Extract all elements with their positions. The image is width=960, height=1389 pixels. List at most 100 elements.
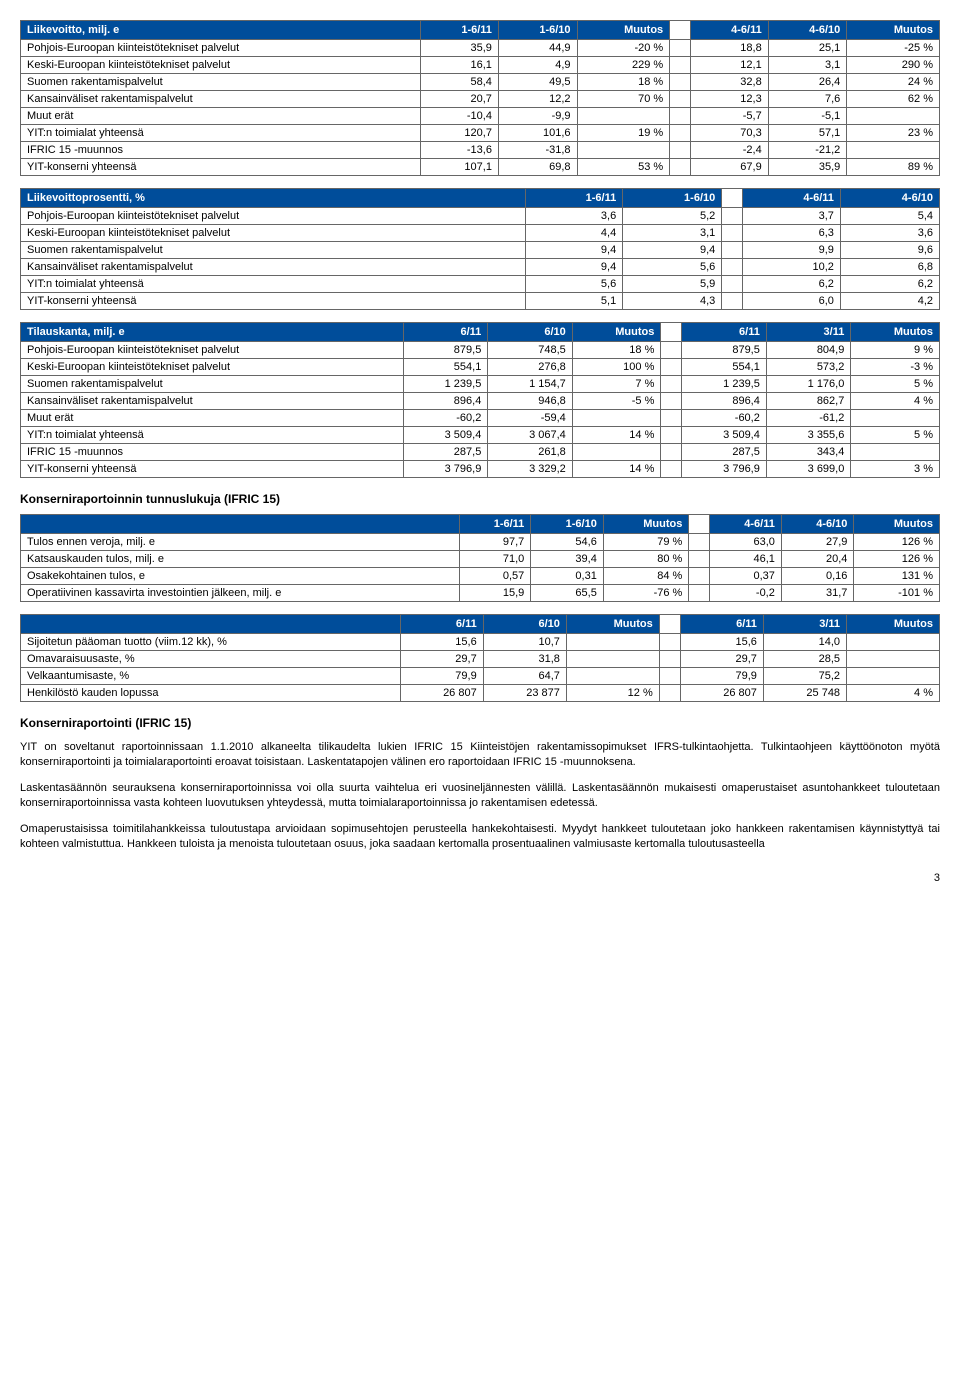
row-label: Kansainväliset rakentamispalvelut bbox=[21, 393, 404, 410]
th-title: Tilauskanta, milj. e bbox=[21, 323, 404, 342]
cell-gap bbox=[670, 125, 691, 142]
cell-value: 64,7 bbox=[483, 668, 566, 685]
cell-value: 7,6 bbox=[768, 91, 847, 108]
cell-value: 57,1 bbox=[768, 125, 847, 142]
cell-gap bbox=[661, 427, 682, 444]
table-row: Tulos ennen veroja, milj. e97,754,679 %6… bbox=[21, 534, 940, 551]
cell-value: 6,0 bbox=[743, 293, 841, 310]
cell-value bbox=[577, 142, 670, 159]
cell-value: 1 239,5 bbox=[403, 376, 487, 393]
cell-value: 6,3 bbox=[743, 225, 841, 242]
row-label: Katsauskauden tulos, milj. e bbox=[21, 551, 460, 568]
cell-value: 3 355,6 bbox=[766, 427, 850, 444]
row-label: IFRIC 15 -muunnos bbox=[21, 142, 421, 159]
th-col: 3/11 bbox=[766, 323, 850, 342]
cell-value: 10,7 bbox=[483, 634, 566, 651]
cell-value: -5,7 bbox=[691, 108, 769, 125]
cell-value: 20,4 bbox=[781, 551, 854, 568]
row-label: Kansainväliset rakentamispalvelut bbox=[21, 91, 421, 108]
table-row: IFRIC 15 -muunnos-13,6-31,8-2,4-21,2 bbox=[21, 142, 940, 159]
cell-value: 15,6 bbox=[680, 634, 763, 651]
th-col: 3/11 bbox=[763, 615, 846, 634]
cell-value: 65,5 bbox=[531, 585, 604, 602]
cell-value: -13,6 bbox=[421, 142, 499, 159]
cell-value: 44,9 bbox=[498, 40, 577, 57]
cell-value: 5,9 bbox=[623, 276, 722, 293]
cell-value: 6,2 bbox=[840, 276, 939, 293]
table-row: IFRIC 15 -muunnos287,5261,8287,5343,4 bbox=[21, 444, 940, 461]
cell-value: 79,9 bbox=[680, 668, 763, 685]
cell-value: 229 % bbox=[577, 57, 670, 74]
cell-value: 26,4 bbox=[768, 74, 847, 91]
row-label: Sijoitetun pääoman tuotto (viim.12 kk), … bbox=[21, 634, 401, 651]
cell-value: 6,8 bbox=[840, 259, 939, 276]
row-label: Keski-Euroopan kiinteistötekniset palvel… bbox=[21, 57, 421, 74]
cell-value: 14 % bbox=[572, 461, 661, 478]
row-label: YIT-konserni yhteensä bbox=[21, 461, 404, 478]
cell-value: 12,1 bbox=[691, 57, 769, 74]
cell-value bbox=[847, 108, 940, 125]
cell-value: 1 239,5 bbox=[682, 376, 766, 393]
paragraph-3: Omaperustaisissa toimitilahankkeissa tul… bbox=[20, 822, 940, 853]
cell-value bbox=[851, 410, 940, 427]
cell-value bbox=[847, 651, 940, 668]
th-col: 1-6/10 bbox=[498, 21, 577, 40]
cell-value: 287,5 bbox=[403, 444, 487, 461]
paragraph-1: YIT on soveltanut raportoinnissaan 1.1.2… bbox=[20, 740, 940, 771]
th-col: 6/11 bbox=[682, 323, 766, 342]
cell-value: 100 % bbox=[572, 359, 661, 376]
cell-value: -61,2 bbox=[766, 410, 850, 427]
table-row: Pohjois-Euroopan kiinteistötekniset palv… bbox=[21, 208, 940, 225]
cell-value bbox=[572, 410, 661, 427]
cell-value: 4 % bbox=[847, 685, 940, 702]
cell-value: 946,8 bbox=[488, 393, 572, 410]
th-col: 6/11 bbox=[400, 615, 483, 634]
cell-value: 31,8 bbox=[483, 651, 566, 668]
row-label: Operatiivinen kassavirta investointien j… bbox=[21, 585, 460, 602]
cell-value: 18 % bbox=[577, 74, 670, 91]
th-col: Muutos bbox=[566, 615, 659, 634]
cell-value bbox=[851, 444, 940, 461]
cell-value: 0,57 bbox=[459, 568, 531, 585]
th-col: Muutos bbox=[847, 21, 940, 40]
row-label: Kansainväliset rakentamispalvelut bbox=[21, 259, 526, 276]
cell-value: 84 % bbox=[603, 568, 689, 585]
row-label: Tulos ennen veroja, milj. e bbox=[21, 534, 460, 551]
cell-value: 15,9 bbox=[459, 585, 531, 602]
table-row: Suomen rakentamispalvelut1 239,51 154,77… bbox=[21, 376, 940, 393]
row-label: YIT:n toimialat yhteensä bbox=[21, 427, 404, 444]
cell-value: 12 % bbox=[566, 685, 659, 702]
cell-value: 9,9 bbox=[743, 242, 841, 259]
cell-gap bbox=[670, 159, 691, 176]
row-label: IFRIC 15 -muunnos bbox=[21, 444, 404, 461]
th-col: 6/10 bbox=[488, 323, 572, 342]
cell-value: 4,3 bbox=[623, 293, 722, 310]
cell-value: 32,8 bbox=[691, 74, 769, 91]
cell-value: 89 % bbox=[847, 159, 940, 176]
cell-value bbox=[577, 108, 670, 125]
th-col: 4-6/11 bbox=[710, 515, 782, 534]
table-row: Henkilöstö kauden lopussa26 80723 87712 … bbox=[21, 685, 940, 702]
cell-value: 18,8 bbox=[691, 40, 769, 57]
cell-value: 3,1 bbox=[768, 57, 847, 74]
table-row: Kansainväliset rakentamispalvelut9,45,61… bbox=[21, 259, 940, 276]
cell-value: 3 509,4 bbox=[682, 427, 766, 444]
cell-value: 71,0 bbox=[459, 551, 531, 568]
cell-value: 4,4 bbox=[525, 225, 623, 242]
cell-value: 5,4 bbox=[840, 208, 939, 225]
cell-value: 7 % bbox=[572, 376, 661, 393]
cell-value: 3,1 bbox=[623, 225, 722, 242]
cell-value: -101 % bbox=[854, 585, 940, 602]
cell-value: 3 509,4 bbox=[403, 427, 487, 444]
th-col: 1-6/11 bbox=[459, 515, 531, 534]
cell-value: 9,6 bbox=[840, 242, 939, 259]
row-label: YIT:n toimialat yhteensä bbox=[21, 276, 526, 293]
cell-value: -31,8 bbox=[498, 142, 577, 159]
cell-value: 5,6 bbox=[525, 276, 623, 293]
cell-value: 39,4 bbox=[531, 551, 604, 568]
table-row: Kansainväliset rakentamispalvelut20,712,… bbox=[21, 91, 940, 108]
cell-value: 79,9 bbox=[400, 668, 483, 685]
cell-gap bbox=[722, 225, 743, 242]
cell-value: 343,4 bbox=[766, 444, 850, 461]
cell-value: 804,9 bbox=[766, 342, 850, 359]
